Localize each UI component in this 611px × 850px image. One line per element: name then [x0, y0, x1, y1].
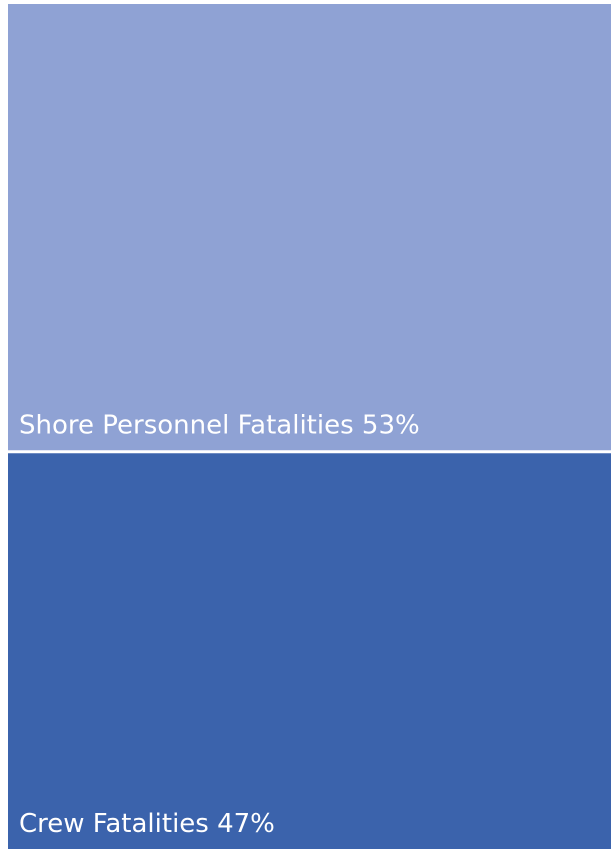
treemap-segments: Shore Personnel Fatalities 53% Crew Fatal…: [8, 4, 611, 849]
treemap-block-label-2: Crew Fatalities 47%: [19, 809, 275, 839]
treemap-block-2: [8, 453, 611, 849]
treemap-block-1: [8, 4, 611, 451]
treemap-block-label-1: Shore Personnel Fatalities 53%: [19, 410, 420, 440]
